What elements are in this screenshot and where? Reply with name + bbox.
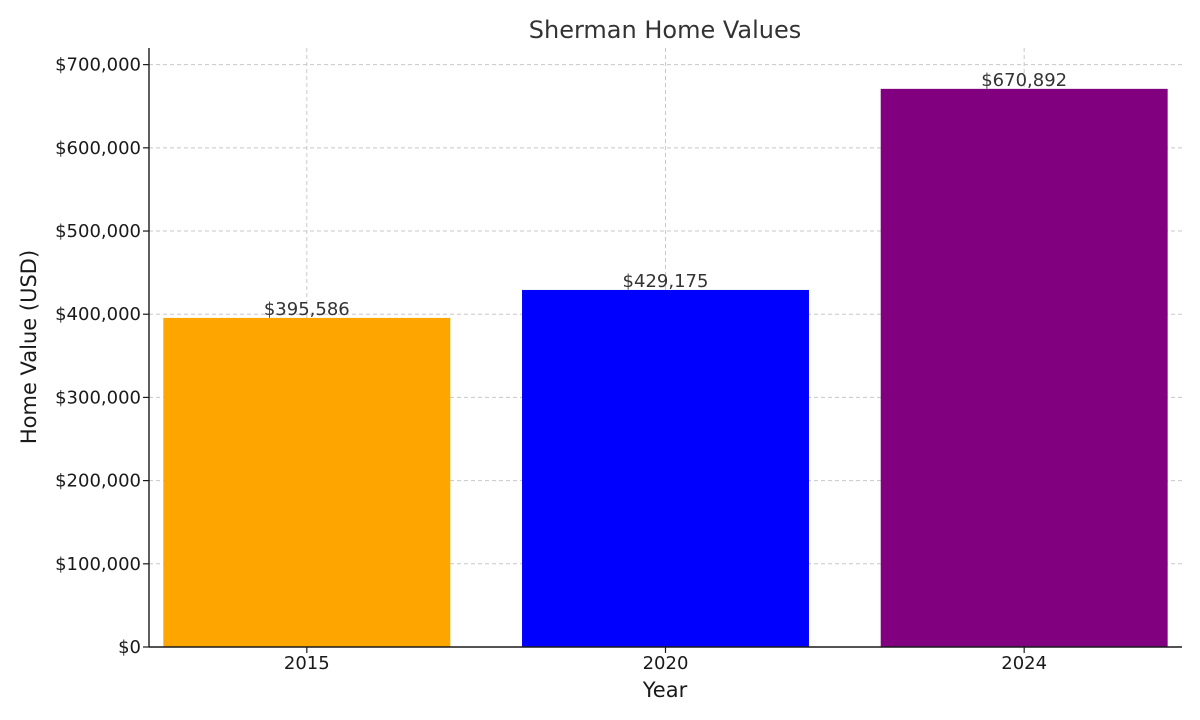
bars — [163, 88, 1168, 648]
bar-2024 — [880, 88, 1168, 648]
y-tick-label: $700,000 — [55, 55, 141, 76]
y-tick-label: $200,000 — [55, 471, 141, 492]
x-axis-label: Year — [642, 678, 688, 702]
x-tick-label: 2024 — [1001, 653, 1047, 674]
y-axis-ticks: $0 $100,000 $200,000 $300,000 $400,000 $500,0… — [55, 55, 149, 658]
data-label-2024: $670,892 — [981, 70, 1067, 91]
y-axis-label: Home Value (USD) — [17, 250, 41, 444]
chart-title: Sherman Home Values — [529, 16, 802, 44]
y-tick-label: $600,000 — [55, 138, 141, 159]
y-tick-label: $400,000 — [55, 304, 141, 325]
data-label-2015: $395,586 — [264, 299, 350, 320]
data-label-2020: $429,175 — [623, 271, 709, 292]
y-tick-label: $0 — [118, 637, 141, 658]
bar-2015 — [163, 317, 451, 647]
y-tick-label: $100,000 — [55, 554, 141, 575]
y-tick-label: $500,000 — [55, 221, 141, 242]
x-tick-label: 2020 — [643, 653, 689, 674]
bar-2020 — [522, 289, 809, 647]
data-labels: $395,586 $429,175 $670,892 — [264, 70, 1067, 320]
x-tick-label: 2015 — [284, 653, 330, 674]
y-tick-label: $300,000 — [55, 387, 141, 408]
x-axis-ticks: 2015 2020 2024 — [284, 647, 1047, 674]
